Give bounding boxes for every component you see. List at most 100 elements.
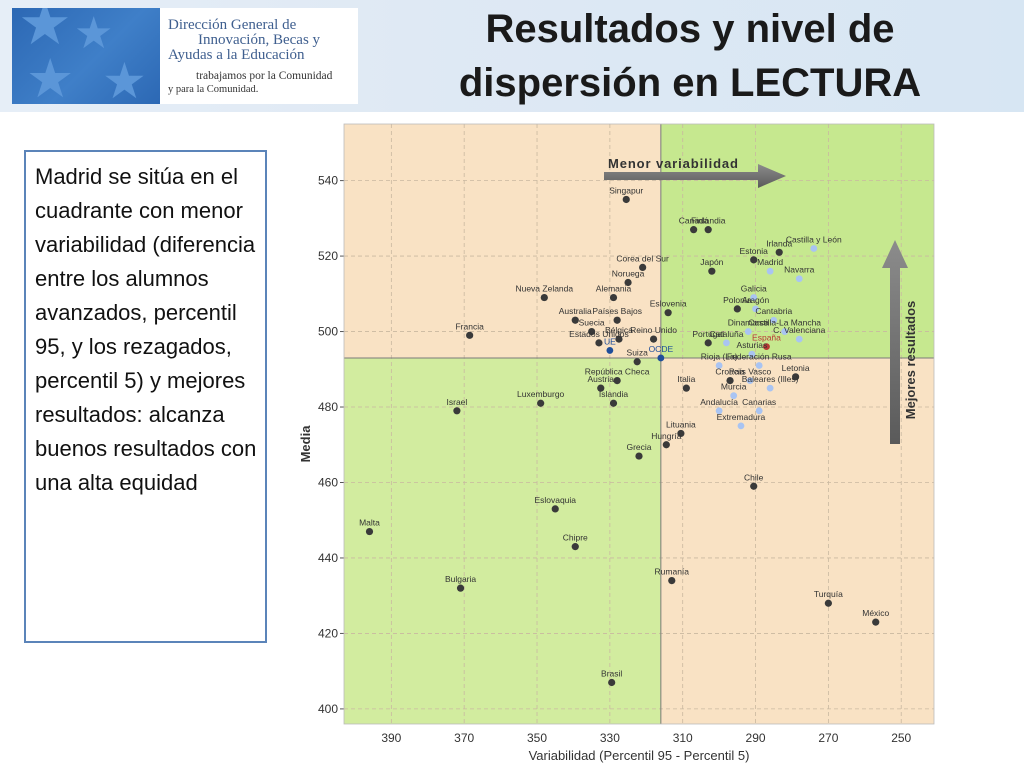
y-tick-label: 480 <box>318 400 338 414</box>
data-point <box>792 373 800 381</box>
point-label: Israel <box>447 397 468 407</box>
logo-line-2: Innovación, Becas y <box>198 32 321 48</box>
x-tick-label: 290 <box>746 731 766 745</box>
point-label: Alemania <box>596 284 632 294</box>
data-point <box>704 339 712 347</box>
point-label: Madrid <box>757 257 783 267</box>
point-label: Portugal <box>692 329 724 339</box>
point-label: Singapur <box>609 185 643 195</box>
y-tick-label: 460 <box>318 475 338 489</box>
data-point <box>750 294 758 301</box>
y-tick-label: 500 <box>318 325 338 339</box>
point-label: Japón <box>700 257 723 267</box>
data-point <box>775 248 783 256</box>
plot-border <box>343 123 935 725</box>
slide-title: Resultados y nivel de dispersión en LECT… <box>390 2 990 110</box>
point-label: Grecia <box>626 442 651 452</box>
data-point <box>755 362 763 369</box>
point-label: Letonia <box>782 363 810 373</box>
data-point <box>606 347 614 354</box>
x-tick-label: 390 <box>381 731 401 745</box>
point-label: Castilla y León <box>786 235 842 245</box>
data-point <box>730 392 738 400</box>
annotation-menor-variabilidad: Menor variabilidad <box>608 156 738 171</box>
x-tick-label: 270 <box>818 731 838 745</box>
data-point <box>537 399 545 407</box>
data-point <box>595 339 603 347</box>
x-tick-label: 310 <box>673 731 693 745</box>
logo-tagline: trabajamos por la Comunidad y para la Co… <box>168 70 358 96</box>
point-label: OCDE <box>649 344 674 354</box>
data-point <box>750 482 758 490</box>
x-axis-title: Variabilidad (Percentil 95 - Percentil 5… <box>529 748 750 763</box>
logo-tagline-1: trabajamos por la Comunidad <box>196 70 333 82</box>
data-point <box>733 305 741 313</box>
point-label: Hungría <box>651 431 682 441</box>
arrow-right-icon <box>604 164 786 188</box>
data-point <box>635 452 643 460</box>
data-point <box>766 267 774 275</box>
explanation-box: Madrid se sitúa en el cuadrante con meno… <box>24 150 267 643</box>
point-label: Luxemburgo <box>517 389 565 399</box>
slide-title-line-1: Resultados y nivel de <box>485 7 895 51</box>
data-point <box>746 377 754 385</box>
point-label: Cantabria <box>755 306 792 316</box>
data-point <box>624 278 632 287</box>
point-label: Canarias <box>742 397 776 407</box>
data-point <box>810 245 818 252</box>
point-label: Federación Rusa <box>727 352 792 362</box>
data-point <box>613 377 621 385</box>
data-point <box>763 343 770 351</box>
point-label: Dinamarca <box>728 318 769 328</box>
y-axis-title: Media <box>298 425 313 463</box>
point-label: Croacia <box>715 367 745 377</box>
data-point <box>613 316 621 324</box>
scatter-plot-svg: 390 370 350 330 310 290 270 250 400 420 440 460 480 5… <box>298 123 935 763</box>
point-label: Polonia <box>723 295 752 305</box>
data-point <box>664 309 672 317</box>
quadrant-bottom-right <box>660 357 934 724</box>
data-point <box>597 384 605 392</box>
data-point <box>609 399 618 407</box>
point-label: Eslovaquia <box>534 495 576 505</box>
y-tick-label: 440 <box>318 551 338 565</box>
point-label: Chipre <box>563 533 588 543</box>
point-label: Corea del Sur <box>616 253 669 263</box>
arrow-up-icon <box>882 240 908 444</box>
point-label: Turquía <box>814 589 843 599</box>
data-point <box>726 377 734 385</box>
data-point <box>750 256 758 264</box>
x-tick-label: 370 <box>454 731 474 745</box>
explanation-text: Madrid se sitúa en el cuadrante con meno… <box>35 164 257 495</box>
data-point <box>708 267 716 275</box>
point-label: Islandia <box>599 389 629 399</box>
logo-line-3: Ayudas a la Educación <box>168 47 305 63</box>
data-point <box>456 584 465 592</box>
data-point <box>571 316 579 324</box>
point-label: Extremadura <box>717 412 766 422</box>
data-point <box>668 577 676 585</box>
point-label: Rioja (La) <box>701 352 738 362</box>
point-label: Irlanda <box>766 238 792 248</box>
point-label: Asturias <box>737 340 768 350</box>
point-label: Canadá <box>679 216 709 226</box>
point-label: Países Bajos <box>592 306 642 316</box>
data-point <box>622 195 630 204</box>
quadrant-bottom-left <box>344 357 661 724</box>
data-point <box>588 327 596 336</box>
data-point <box>781 328 789 335</box>
x-tick-label: 250 <box>891 731 911 745</box>
data-point <box>737 422 745 430</box>
point-label: C. Valenciana <box>773 325 826 335</box>
data-point <box>682 384 690 392</box>
point-label: República Checa <box>585 367 650 377</box>
y-tick-label: 540 <box>318 174 338 188</box>
point-label: Reino Unido <box>630 325 677 335</box>
point-label: Bulgaria <box>445 574 476 584</box>
point-label: Andalucía <box>700 397 738 407</box>
point-label: Aragón <box>742 295 770 305</box>
data-point <box>540 293 548 302</box>
point-label: Austria <box>588 374 615 384</box>
data-point <box>615 335 623 343</box>
data-point <box>715 362 723 369</box>
